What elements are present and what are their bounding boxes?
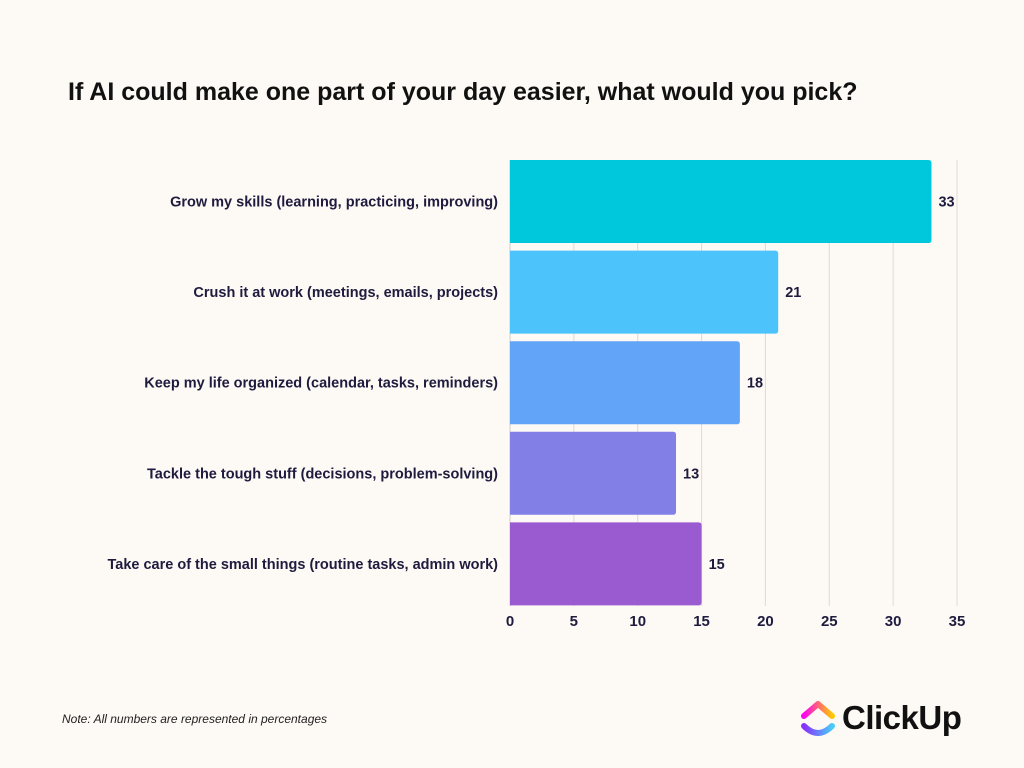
bars (510, 160, 932, 606)
category-label: Take care of the small things (routine t… (107, 557, 498, 573)
x-tick-label: 35 (949, 613, 966, 630)
bar (510, 160, 932, 243)
category-label: Grow my skills (learning, practicing, im… (170, 195, 498, 211)
value-label: 13 (683, 466, 699, 482)
category-label: Keep my life organized (calendar, tasks,… (144, 376, 498, 392)
x-tick-label: 30 (885, 613, 902, 630)
category-label: Crush it at work (meetings, emails, proj… (193, 285, 498, 301)
clickup-logo-icon (801, 701, 835, 736)
x-tick-label: 15 (693, 613, 710, 630)
category-labels: Grow my skills (learning, practicing, im… (107, 195, 498, 573)
value-label: 33 (938, 195, 954, 211)
bar (510, 522, 702, 606)
bar-chart: Grow my skills (learning, practicing, im… (107, 160, 966, 630)
bar (510, 341, 740, 425)
clickup-logo: ClickUp (800, 698, 962, 738)
brand-name: ClickUp (842, 699, 962, 736)
x-axis-ticks: 0 5 10 15 20 25 30 35 (506, 613, 966, 630)
x-tick-label: 25 (821, 613, 838, 630)
x-tick-label: 20 (757, 613, 774, 630)
x-tick-label: 5 (570, 613, 578, 630)
x-tick-label: 0 (506, 613, 514, 630)
value-labels: 33 21 18 13 15 (683, 195, 955, 573)
value-label: 21 (785, 285, 801, 301)
category-label: Tackle the tough stuff (decisions, probl… (147, 466, 498, 482)
footnote: Note: All numbers are represented in per… (62, 712, 328, 726)
bar (510, 431, 677, 515)
x-tick-label: 10 (629, 613, 646, 630)
value-label: 15 (709, 557, 725, 573)
value-label: 18 (747, 376, 763, 392)
chart-title: If AI could make one part of your day ea… (68, 78, 858, 106)
bar (510, 250, 779, 334)
